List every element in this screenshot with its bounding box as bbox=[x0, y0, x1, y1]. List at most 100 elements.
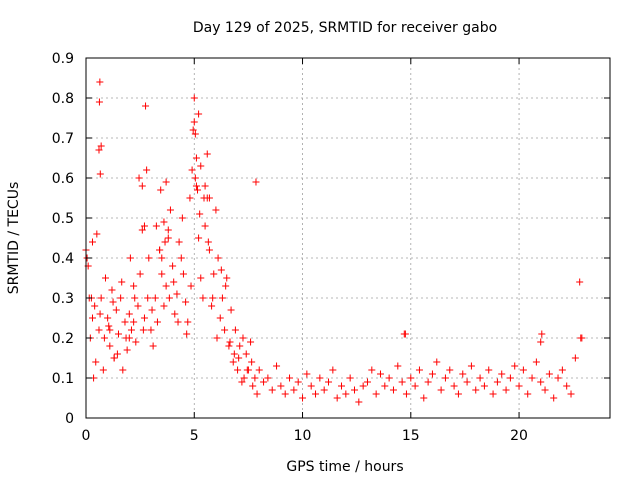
plot-frame bbox=[85, 57, 611, 419]
data-point bbox=[454, 390, 462, 398]
data-point bbox=[123, 346, 131, 354]
data-point bbox=[235, 354, 243, 362]
data-point bbox=[576, 278, 584, 286]
data-point bbox=[95, 98, 103, 106]
data-point bbox=[537, 378, 545, 386]
data-point bbox=[394, 362, 402, 370]
data-point bbox=[242, 350, 250, 358]
x-axis-label: GPS time / hours bbox=[286, 459, 403, 475]
data-point bbox=[476, 374, 484, 382]
y-tick-label: 0.1 bbox=[52, 371, 74, 387]
data-point bbox=[125, 334, 133, 342]
data-point bbox=[157, 186, 165, 194]
data-point bbox=[156, 246, 164, 254]
data-point bbox=[160, 302, 168, 310]
data-point bbox=[142, 102, 150, 110]
x-tick-label: 15 bbox=[402, 428, 420, 444]
data-point bbox=[139, 326, 147, 334]
data-point bbox=[194, 186, 202, 194]
data-point bbox=[346, 374, 354, 382]
data-point bbox=[325, 378, 333, 386]
data-point bbox=[463, 378, 471, 386]
data-point bbox=[160, 218, 168, 226]
data-point bbox=[183, 330, 191, 338]
data-point bbox=[210, 270, 218, 278]
data-point bbox=[204, 238, 212, 246]
data-point bbox=[88, 238, 96, 246]
data-point bbox=[294, 378, 302, 386]
data-point bbox=[333, 394, 341, 402]
chart-title: Day 129 of 2025, SRMTID for receiver gab… bbox=[193, 20, 497, 36]
data-point bbox=[191, 174, 199, 182]
y-tick-label: 0.7 bbox=[52, 131, 74, 147]
data-point bbox=[171, 310, 179, 318]
data-point bbox=[186, 194, 194, 202]
data-point bbox=[195, 110, 203, 118]
data-point bbox=[485, 366, 493, 374]
data-point bbox=[173, 290, 181, 298]
data-point bbox=[130, 282, 138, 290]
data-point bbox=[97, 142, 105, 150]
data-point bbox=[222, 282, 230, 290]
data-point bbox=[177, 254, 185, 262]
data-point bbox=[118, 278, 126, 286]
data-point bbox=[112, 306, 120, 314]
data-point bbox=[213, 334, 221, 342]
data-point bbox=[117, 294, 125, 302]
data-point bbox=[214, 254, 222, 262]
data-point bbox=[238, 378, 246, 386]
data-point bbox=[106, 342, 114, 350]
data-point bbox=[498, 370, 506, 378]
data-point bbox=[162, 282, 170, 290]
data-point bbox=[95, 146, 103, 154]
data-point bbox=[493, 378, 501, 386]
data-points bbox=[82, 78, 586, 406]
x-tick-label: 20 bbox=[510, 428, 528, 444]
y-tick-label: 0 bbox=[65, 411, 74, 427]
data-point bbox=[545, 370, 553, 378]
data-point bbox=[467, 362, 475, 370]
data-point bbox=[446, 366, 454, 374]
data-point bbox=[126, 254, 134, 262]
data-point bbox=[152, 222, 160, 230]
data-point bbox=[342, 390, 350, 398]
gridlines bbox=[86, 58, 610, 418]
data-point bbox=[201, 222, 209, 230]
data-point bbox=[196, 210, 204, 218]
data-point bbox=[140, 314, 148, 322]
data-point bbox=[355, 398, 363, 406]
data-point bbox=[147, 326, 155, 334]
data-point bbox=[312, 390, 320, 398]
data-point bbox=[368, 366, 376, 374]
data-point bbox=[240, 374, 248, 382]
data-point bbox=[253, 390, 261, 398]
data-point bbox=[398, 378, 406, 386]
data-point bbox=[554, 374, 562, 382]
y-tick-label: 0.8 bbox=[52, 91, 74, 107]
data-point bbox=[108, 286, 116, 294]
data-point bbox=[515, 382, 523, 390]
data-point bbox=[538, 330, 546, 338]
data-point bbox=[153, 318, 161, 326]
data-point bbox=[286, 374, 294, 382]
data-point bbox=[179, 270, 187, 278]
data-point bbox=[260, 378, 268, 386]
data-point bbox=[209, 294, 217, 302]
data-point bbox=[227, 306, 235, 314]
data-point bbox=[119, 366, 127, 374]
data-point bbox=[218, 294, 226, 302]
data-point bbox=[381, 382, 389, 390]
axis-ticks: 0 0.1 0.2 0.3 0.4 0.5 0.6 0.7 0.8 0.9 0 5 10 15 20 bbox=[52, 51, 610, 444]
data-point bbox=[96, 310, 104, 318]
data-point bbox=[134, 302, 142, 310]
data-point bbox=[550, 394, 558, 402]
data-point bbox=[251, 374, 259, 382]
data-point bbox=[248, 358, 256, 366]
data-point bbox=[175, 238, 183, 246]
data-point bbox=[402, 390, 410, 398]
data-point bbox=[307, 382, 315, 390]
y-tick-label: 0.2 bbox=[52, 331, 74, 347]
data-point bbox=[229, 358, 237, 366]
data-point bbox=[268, 386, 276, 394]
data-point bbox=[290, 386, 298, 394]
